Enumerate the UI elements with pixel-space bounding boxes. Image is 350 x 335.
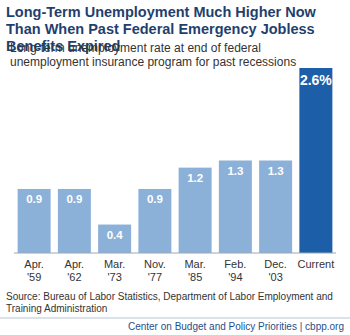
subtitle-line: Long-term unemployment rate at end of fe…: [10, 41, 261, 55]
source-line: Training Administration: [6, 303, 107, 314]
source-line: Source: Bureau of Labor Statistics, Depa…: [6, 291, 333, 302]
category-line: '03: [268, 271, 282, 283]
data-label: 2.6%: [300, 72, 332, 88]
category-label: Nov.'77: [144, 258, 166, 283]
title-line: Long-Term Unemployment Much Higher Now: [6, 4, 317, 20]
category-label: Current: [298, 258, 335, 270]
category-line: '85: [188, 271, 202, 283]
data-label: 0.9: [26, 193, 42, 205]
bars: [18, 68, 333, 253]
category-line: Mar.: [184, 258, 205, 270]
category-label: Apr.'59: [24, 258, 44, 283]
footer: Center on Budget and Policy Priorities |…: [128, 321, 344, 332]
category-line: '59: [27, 271, 41, 283]
category-line: '77: [148, 271, 162, 283]
category-line: Nov.: [144, 258, 166, 270]
category-label: Mar.'85: [184, 258, 205, 283]
subtitle-line: unemployment insurance program for past …: [10, 55, 296, 69]
category-line: '62: [67, 271, 81, 283]
category-line: Apr.: [24, 258, 44, 270]
category-line: Dec.: [264, 258, 287, 270]
category-label: Apr.'62: [65, 258, 85, 283]
data-label: 1.3: [227, 165, 243, 177]
bar: [58, 189, 91, 253]
bar: [18, 189, 51, 253]
chart: Long-Term Unemployment Much Higher NowTh…: [0, 0, 350, 335]
category-label: Mar.'73: [104, 258, 125, 283]
title: Long-Term Unemployment Much Higher NowTh…: [6, 4, 317, 54]
data-label: 0.9: [147, 193, 163, 205]
category-line: Feb.: [224, 258, 246, 270]
category-line: Current: [298, 258, 335, 270]
bar: [259, 161, 292, 254]
data-label: 0.4: [107, 229, 124, 241]
source: Source: Bureau of Labor Statistics, Depa…: [6, 291, 333, 314]
bar: [219, 161, 252, 254]
data-label: 0.9: [66, 193, 82, 205]
bar: [299, 68, 332, 253]
footer-rule: [0, 318, 350, 319]
category-label: Dec.'03: [264, 258, 287, 283]
bar: [98, 225, 131, 253]
data-label: 1.2: [187, 172, 203, 184]
data-label: 1.3: [268, 165, 284, 177]
title-line: Than When Past Federal Emergency Jobless: [6, 21, 315, 37]
bar: [179, 168, 212, 253]
bar: [138, 189, 171, 253]
category-line: Mar.: [104, 258, 125, 270]
subtitle: Long-term unemployment rate at end of fe…: [10, 41, 296, 69]
category-line: Apr.: [65, 258, 85, 270]
labels: 0.9Apr.'590.9Apr.'620.4Mar.'730.9Nov.'77…: [24, 72, 334, 283]
category-line: '73: [107, 271, 121, 283]
baseline: [14, 253, 336, 254]
category-label: Feb.'94: [224, 258, 246, 283]
category-line: '94: [228, 271, 242, 283]
